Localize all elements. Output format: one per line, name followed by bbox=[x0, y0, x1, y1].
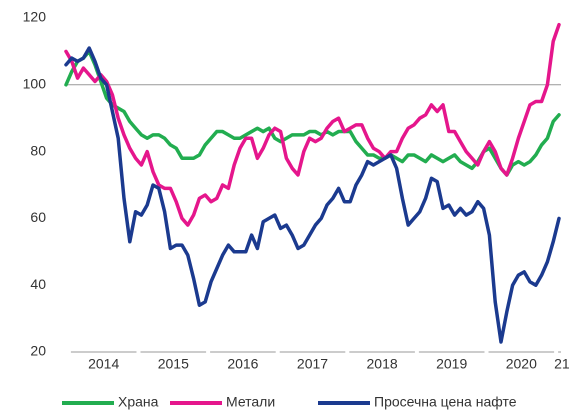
legend-label: Метали bbox=[226, 394, 275, 410]
y-tick-label: 100 bbox=[23, 76, 47, 92]
series-line bbox=[64, 46, 561, 344]
legend-label: Храна bbox=[118, 394, 159, 410]
x-tick-label: 2016 bbox=[227, 356, 258, 372]
x-tick-label: 2017 bbox=[297, 356, 328, 372]
y-tick-label: 20 bbox=[30, 343, 46, 359]
x-tick-label: 2015 bbox=[158, 356, 189, 372]
legend-label: Просечна цена нафте bbox=[374, 394, 517, 410]
y-tick-label: 40 bbox=[30, 276, 46, 292]
y-tick-label: 80 bbox=[30, 142, 46, 158]
x-tick-label: 21 bbox=[554, 356, 570, 372]
x-tick-label: 2020 bbox=[506, 356, 537, 372]
y-tick-label: 120 bbox=[23, 9, 47, 25]
x-tick-label: 2019 bbox=[436, 356, 467, 372]
x-tick-label: 2014 bbox=[88, 356, 119, 372]
series-line bbox=[64, 49, 561, 177]
series-line bbox=[64, 22, 561, 227]
x-tick-label: 2018 bbox=[367, 356, 398, 372]
y-tick-label: 60 bbox=[30, 209, 46, 225]
